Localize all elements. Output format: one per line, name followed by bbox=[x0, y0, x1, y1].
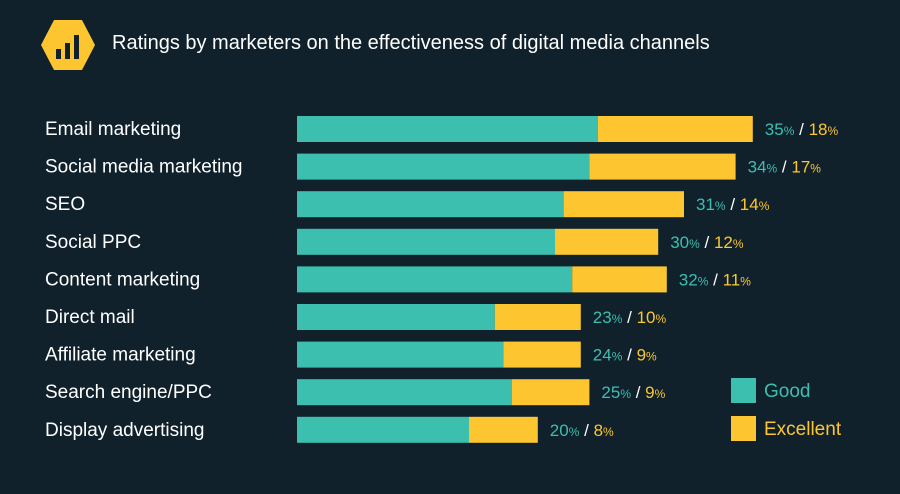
value-label: 24% / 9% bbox=[593, 346, 657, 365]
value-label: 30% / 12% bbox=[670, 233, 744, 252]
value-label: 35% / 18% bbox=[765, 120, 839, 139]
value-label-part: 32 bbox=[679, 270, 698, 289]
bar-good bbox=[297, 266, 573, 293]
legend-label-good: Good bbox=[764, 381, 810, 402]
value-label-part: 11 bbox=[723, 270, 741, 289]
bar-good bbox=[297, 228, 555, 255]
category-label: Content marketing bbox=[45, 269, 200, 290]
value-label-part: % bbox=[759, 199, 770, 213]
value-label-part: 23 bbox=[593, 308, 612, 327]
value-label-part: % bbox=[810, 162, 821, 176]
value-label-part: 9 bbox=[637, 346, 646, 365]
value-label-part: 31 bbox=[696, 195, 715, 214]
value-label-part: % bbox=[612, 312, 623, 326]
value-label-part: 10 bbox=[637, 308, 656, 327]
chart-title: Ratings by marketers on the effectivenes… bbox=[112, 32, 710, 54]
value-label-part: / bbox=[579, 421, 593, 440]
value-label-part: 35 bbox=[765, 120, 784, 139]
bar-good bbox=[297, 304, 495, 330]
bar-good bbox=[297, 379, 512, 406]
value-label-part: 25 bbox=[601, 383, 620, 402]
bar-excellent bbox=[512, 379, 590, 406]
category-label: Display advertising bbox=[45, 420, 204, 441]
bar-excellent bbox=[555, 228, 659, 255]
value-label: 20% / 8% bbox=[550, 421, 614, 440]
legend-label-excellent: Excellent bbox=[764, 419, 842, 440]
category-label: Search engine/PPC bbox=[45, 382, 212, 403]
value-label: 34% / 17% bbox=[748, 158, 822, 177]
value-label-part: 30 bbox=[670, 233, 689, 252]
category-label: Email marketing bbox=[45, 119, 181, 140]
bar-good bbox=[297, 191, 564, 218]
bar-excellent bbox=[589, 153, 736, 180]
bar-excellent bbox=[469, 416, 538, 443]
value-label-part: / bbox=[726, 195, 740, 214]
value-label-part: % bbox=[655, 387, 666, 401]
value-label-part: 20 bbox=[550, 421, 569, 440]
value-label-part: 9 bbox=[645, 383, 654, 402]
value-label-part: / bbox=[631, 383, 645, 402]
category-label: Direct mail bbox=[45, 307, 135, 328]
value-label: 25% / 9% bbox=[601, 383, 665, 402]
bar-good bbox=[297, 116, 598, 142]
value-label-part: % bbox=[715, 199, 726, 213]
value-label-part: % bbox=[646, 350, 657, 364]
bar-excellent bbox=[563, 191, 684, 218]
bar-good bbox=[297, 416, 469, 443]
bar-excellent bbox=[494, 304, 581, 330]
value-label-part: / bbox=[700, 233, 714, 252]
bar-good bbox=[297, 341, 504, 368]
value-label-part: % bbox=[827, 124, 838, 138]
value-label-part: % bbox=[620, 387, 631, 401]
value-label-part: % bbox=[740, 274, 751, 288]
category-label: Social PPC bbox=[45, 232, 141, 253]
bar-chart-icon bbox=[41, 20, 95, 70]
value-label-part: % bbox=[698, 274, 709, 288]
value-label: 23% / 10% bbox=[593, 308, 667, 327]
value-label: 32% / 11% bbox=[679, 270, 751, 289]
bar-excellent bbox=[503, 341, 581, 368]
value-label-part: / bbox=[622, 346, 636, 365]
value-label-part: 14 bbox=[740, 195, 759, 214]
value-label-part: 8 bbox=[594, 421, 603, 440]
value-label-part: % bbox=[733, 237, 744, 251]
value-label-part: / bbox=[708, 270, 722, 289]
value-label-part: % bbox=[655, 312, 666, 326]
bar-excellent bbox=[598, 116, 753, 142]
value-label-part: % bbox=[612, 350, 623, 364]
value-label: 31% / 14% bbox=[696, 195, 770, 214]
value-label-part: / bbox=[794, 120, 808, 139]
value-label-part: / bbox=[622, 308, 636, 327]
value-label-part: 18 bbox=[809, 120, 828, 139]
value-label-part: % bbox=[689, 237, 700, 251]
legend-swatch-good bbox=[731, 378, 756, 403]
category-label: Affiliate marketing bbox=[45, 345, 196, 366]
legend-swatch-excellent bbox=[731, 416, 756, 441]
value-label-part: % bbox=[767, 162, 778, 176]
value-label-part: / bbox=[777, 158, 791, 177]
value-label-part: % bbox=[784, 124, 795, 138]
category-label: SEO bbox=[45, 194, 85, 215]
value-label-part: 12 bbox=[714, 233, 733, 252]
bar-good bbox=[297, 153, 590, 180]
bar-excellent bbox=[572, 266, 667, 293]
value-label-part: 17 bbox=[791, 158, 810, 177]
chart-header: Ratings by marketers on the effectivenes… bbox=[40, 18, 880, 72]
value-label-part: 24 bbox=[593, 346, 612, 365]
value-label-part: % bbox=[603, 425, 614, 439]
value-label-part: 34 bbox=[748, 158, 767, 177]
category-label: Social media marketing bbox=[45, 157, 242, 178]
value-label-part: % bbox=[569, 425, 580, 439]
